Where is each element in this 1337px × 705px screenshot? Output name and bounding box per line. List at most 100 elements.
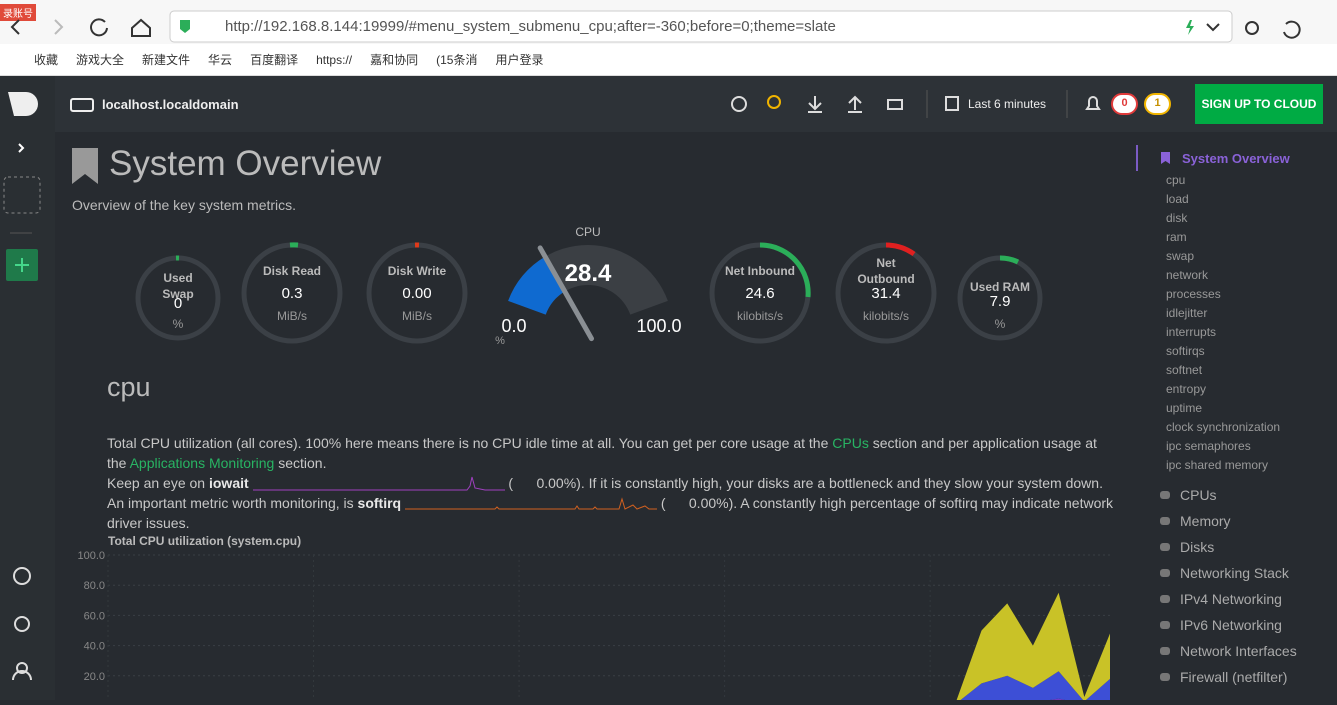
cpu-gauge-min: 0.0 xyxy=(501,316,526,336)
menu-section[interactable]: IPv6 Networking xyxy=(1136,613,1337,639)
menu-subitem[interactable]: ipc semaphores xyxy=(1166,439,1251,453)
menu-section-icon xyxy=(1160,491,1170,499)
text: ). A constantly high percentage of softi… xyxy=(107,495,1114,531)
url[interactable]: http://192.168.8.144:19999/#menu_system_… xyxy=(225,18,836,35)
menu-section-label: Firewall (netfilter) xyxy=(1180,669,1288,685)
gauge-value: 0 xyxy=(174,295,182,312)
login-badge[interactable]: 录账号 xyxy=(0,4,36,21)
bookmark[interactable]: 华云 xyxy=(208,53,233,67)
menu-section-icon xyxy=(1160,621,1170,629)
menu-section[interactable]: Disks xyxy=(1136,535,1337,561)
menu-subitem[interactable]: load xyxy=(1166,192,1189,206)
menu-subitem[interactable]: cpu xyxy=(1166,173,1186,187)
text: An important metric worth monitoring, is xyxy=(107,495,358,511)
menu-section[interactable]: Firewall (netfilter) xyxy=(1136,665,1337,691)
icon-shape xyxy=(1160,673,1170,681)
section-heading: cpu xyxy=(107,372,151,402)
sparkline xyxy=(252,476,505,491)
menu-subitem[interactable]: ipc shared memory xyxy=(1166,458,1269,472)
bookmark[interactable]: 游戏大全 xyxy=(76,53,125,67)
bookmark[interactable]: https:// xyxy=(316,52,353,67)
menu-section-label: IPv6 Networking xyxy=(1180,617,1282,633)
menu-section-label: CPUs xyxy=(1180,487,1217,503)
menu-subitem[interactable]: entropy xyxy=(1166,382,1207,396)
menu-section-icon xyxy=(1160,543,1170,551)
cpu-gauge-value: 28.4 xyxy=(565,260,612,287)
cpu-chart: Total CPU utilization (system.cpu) 20.0 4… xyxy=(77,536,1110,700)
page-title: System Overview xyxy=(109,144,382,183)
menu-section-label: Networking Stack xyxy=(1180,565,1289,581)
menu-subitem[interactable]: idlejitter xyxy=(1166,306,1208,320)
y-tick-label: 60.0 xyxy=(84,610,105,622)
metric-value: 0.00% xyxy=(688,495,729,511)
menu-subitem[interactable]: network xyxy=(1166,268,1209,282)
menu-subitem[interactable]: uptime xyxy=(1166,401,1203,415)
menu-section[interactable]: Network Interfaces xyxy=(1136,639,1337,665)
gauge-needle xyxy=(537,245,595,342)
menu-active[interactable]: System Overview xyxy=(1136,145,1337,171)
bookmark[interactable]: 嘉和协同 xyxy=(370,53,419,67)
menu-section-icon xyxy=(1160,647,1170,655)
menu-subitem[interactable]: clock synchronization xyxy=(1166,420,1281,434)
gauge-label: Disk Write xyxy=(388,264,447,278)
gauge-label: Net Outbound xyxy=(857,256,914,286)
cpu-gauge-max: 100.0 xyxy=(636,316,681,336)
metric-name: softirq xyxy=(357,495,402,511)
menu-subitem[interactable]: processes xyxy=(1166,287,1221,301)
header-icons xyxy=(70,84,1323,124)
menu-subitem[interactable]: softirqs xyxy=(1166,344,1205,358)
menu-subitem[interactable]: softnet xyxy=(1166,363,1203,377)
gauge-unit: % xyxy=(173,317,184,331)
menu-section-icon xyxy=(1160,569,1170,577)
bookmarks-bar: 收藏 游戏大全 新建文件 华云 百度翻译 https:// 嘉和协同 (15条消 用户登录 xyxy=(0,44,1337,76)
bookmark[interactable]: 收藏 xyxy=(34,53,59,67)
menu-subitem[interactable]: disk xyxy=(1166,211,1188,225)
host-name[interactable]: localhost.localdomain xyxy=(102,97,239,112)
link[interactable]: Applications Monitoring xyxy=(129,455,275,471)
menu-section-label: IPv4 Networking xyxy=(1180,591,1282,607)
y-tick-label: 80.0 xyxy=(84,580,105,592)
text: Total CPU utilization (all cores). 100% … xyxy=(107,435,833,451)
menu-section[interactable]: Networking Stack xyxy=(1136,561,1337,587)
bookmark[interactable]: 用户登录 xyxy=(495,53,544,67)
y-tick-label: 100.0 xyxy=(77,550,105,562)
bookmark[interactable]: (15条消 xyxy=(436,53,478,67)
menu-icon xyxy=(1161,152,1170,164)
bookmark-icon xyxy=(72,148,98,184)
menu-section[interactable]: Memory xyxy=(1136,509,1337,535)
cloud-button[interactable]: SIGN UP TO CLOUD xyxy=(1201,97,1317,111)
sparkline xyxy=(404,497,657,510)
icon-shape xyxy=(1160,517,1170,525)
text: ). If it is constantly high, your disks … xyxy=(576,475,1103,491)
left-sidebar xyxy=(0,76,55,700)
menu-section[interactable]: IPv4 Networking xyxy=(1136,587,1337,613)
menu-section-icon xyxy=(1160,673,1170,681)
area-series xyxy=(1006,698,1110,700)
gauge-unit: % xyxy=(995,317,1006,331)
page-subtitle: Overview of the key system metrics. xyxy=(72,197,297,213)
menu-sections: CPUs Memory Disks Networking Stack IPv4 Netw… xyxy=(1136,483,1337,691)
alarm-warning-count[interactable]: 1 xyxy=(1154,97,1161,109)
alarm-critical-count[interactable]: 0 xyxy=(1121,97,1128,109)
link[interactable]: CPUs xyxy=(832,435,869,451)
menu-subitem[interactable]: ram xyxy=(1166,230,1187,244)
text: ( xyxy=(504,475,514,491)
section-description: Total CPU utilization (all cores). 100% … xyxy=(107,433,1117,533)
menu-subitem[interactable]: interrupts xyxy=(1166,325,1217,339)
icon-shape xyxy=(1160,543,1170,551)
text: ( xyxy=(656,495,666,511)
menu-section-label: Disks xyxy=(1180,539,1215,555)
area-series xyxy=(956,592,1110,700)
gauge-value: 0.00 xyxy=(402,285,431,302)
metric-value: 0.00% xyxy=(536,475,577,491)
nav-icons xyxy=(10,10,1301,43)
menu-subitem[interactable]: swap xyxy=(1166,249,1195,263)
gauge-unit: MiB/s xyxy=(402,309,432,323)
menu-section[interactable]: CPUs xyxy=(1136,483,1337,509)
timeframe[interactable]: Last 6 minutes xyxy=(968,97,1047,111)
bookmark[interactable]: 百度翻译 xyxy=(250,53,299,67)
plot-area xyxy=(956,592,1110,700)
gauge-unit: % xyxy=(495,335,505,347)
bookmark[interactable]: 新建文件 xyxy=(142,53,191,67)
